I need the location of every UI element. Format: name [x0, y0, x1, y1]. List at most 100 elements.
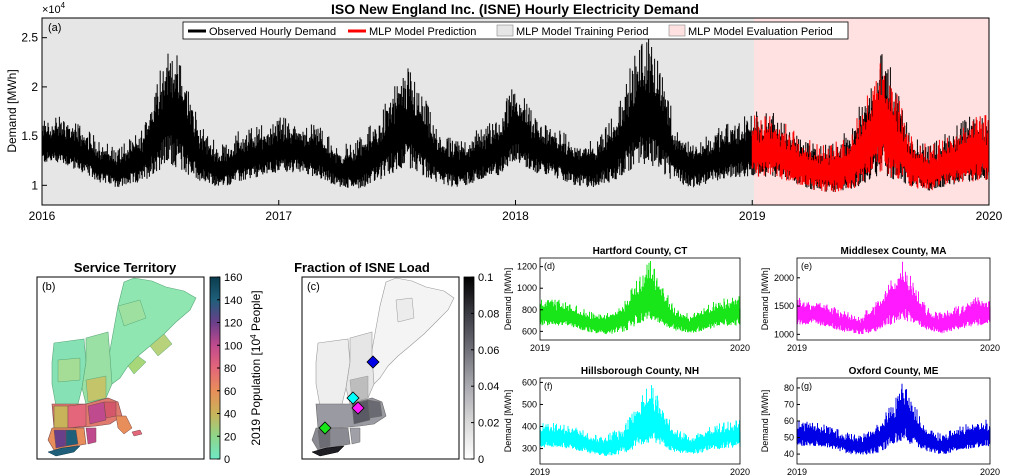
- y-tick-label: 300: [522, 444, 537, 454]
- legend-label-observed: Observed Hourly Demand: [209, 26, 336, 38]
- x-tick-label: 2018: [502, 209, 529, 223]
- long-island-fragment: [47, 445, 81, 457]
- y-tick-label: 1200: [517, 262, 537, 272]
- panel-c-label: (c): [307, 281, 320, 293]
- middlesex-county-ma-demand-series: [796, 261, 991, 335]
- colorbar-tick-label: 100: [224, 340, 242, 352]
- oxford-county-me-title: Oxford County, ME: [849, 366, 939, 377]
- hillsborough-county-nh-panel: Hillsborough County, NH (f) Demand [MWh] 30…: [503, 366, 750, 476]
- colorbar-tick-label: 0.02: [478, 418, 499, 430]
- colorbar-tick-label: 20: [224, 431, 236, 443]
- y-tick-label: 60: [784, 416, 794, 426]
- colorbar-tick-label: 80: [224, 363, 236, 375]
- hartford-county-ct-panel: Hartford County, CT (d) Demand [MWh] 600 800…: [503, 246, 750, 353]
- middlesex-county-marker: [351, 401, 365, 415]
- hillsborough-county-nh-demand-series: [539, 385, 741, 456]
- county-demand-panels: Hartford County, CT (d) Demand [MWh] 600 800…: [503, 246, 1000, 476]
- colorbar-tick-label: 40: [224, 409, 236, 421]
- y-tick-label: 400: [522, 422, 537, 432]
- service-map-title: Service Territory: [74, 260, 177, 275]
- y-tick-label: 70: [784, 399, 794, 409]
- mlp-prediction-series: [751, 63, 989, 192]
- y-tick-label: 1: [31, 178, 38, 192]
- y-tick-label: 1500: [774, 301, 794, 311]
- rhode-island-region: [85, 427, 97, 445]
- y-tick-label: 2000: [774, 273, 794, 283]
- y-tick-label: 80: [784, 383, 794, 393]
- hillsborough-county-marker: [346, 391, 360, 405]
- colorbar-tick-label: 0: [478, 454, 484, 466]
- hartford-county-marker: [318, 421, 332, 435]
- x-tick-label: 2019: [787, 343, 807, 353]
- y-exponent-label: ×104: [42, 1, 66, 16]
- colorbar-tick-label: 60: [224, 386, 236, 398]
- colorbar-tick-label: 0: [224, 454, 230, 466]
- population-colorbar: 0 20 40 60 80 100 120 140 160: [209, 272, 242, 466]
- x-tick-label: 2020: [976, 209, 1003, 223]
- main-y-axis-label: Demand [MWh]: [5, 69, 19, 152]
- legend-label-evaluation: MLP Model Evaluation Period: [688, 26, 833, 38]
- y-tick-label: 800: [522, 305, 537, 315]
- isne-load-fraction-map: Fraction of ISNE Load (c) 00.020.040.060…: [294, 260, 499, 466]
- main-demand-chart: 2016 2017 2018 2019 2020 1 1.5 2 2.5 ISO New Eng…: [5, 1, 1003, 223]
- service-territory-map: Service Territory: [36, 260, 263, 466]
- x-tick-label: 2019: [530, 467, 550, 476]
- oxford-county-me-demand-series: [796, 383, 991, 455]
- oxford-county-me-y-axis-label: Demand [MWh]: [760, 390, 770, 453]
- long-island-load-fragment: [311, 445, 345, 457]
- colorbar-tick-label: 140: [224, 295, 242, 307]
- colorbar-tick-label: 0.1: [478, 272, 493, 284]
- y-tick-label: 2: [31, 80, 38, 94]
- legend-label-training: MLP Model Training Period: [516, 26, 648, 38]
- colorbar-tick-label: 120: [224, 318, 242, 330]
- x-tick-label: 2016: [29, 209, 56, 223]
- panel-a-label: (a): [48, 22, 61, 34]
- y-tick-label: 1000: [774, 329, 794, 339]
- y-tick-label: 1.5: [21, 129, 38, 143]
- population-colorbar-label: 2019 Population [104 People]: [249, 290, 263, 445]
- x-tick-label: 2020: [730, 343, 750, 353]
- legend-swatch-training: [496, 24, 514, 37]
- y-tick-label: 600: [522, 326, 537, 336]
- x-tick-label: 2020: [980, 343, 1000, 353]
- x-tick-label: 2017: [265, 209, 292, 223]
- y-tick-label: 40: [784, 449, 794, 459]
- main-legend: Observed Hourly Demand MLP Model Predict…: [182, 21, 849, 40]
- oxford-county-me-panel-label: (g): [801, 381, 812, 391]
- x-tick-label: 2019: [739, 209, 766, 223]
- y-tick-label: 500: [522, 399, 537, 409]
- middlesex-county-ma-panel-label: (e): [801, 261, 812, 271]
- hartford-county-ct-panel-label: (d): [544, 261, 555, 271]
- middlesex-county-ma-panel: Middlesex County, MA (e) Demand [MWh] 1000 1…: [760, 246, 1000, 353]
- y-tick-label: 600: [522, 377, 537, 387]
- legend-label-prediction: MLP Model Prediction: [369, 26, 476, 38]
- load-fraction-colorbar: 0 0.02 0.04 0.06 0.08 0.1: [463, 272, 499, 466]
- middlesex-county-ma-frame: [796, 257, 991, 341]
- oxford-county-marker: [366, 355, 380, 369]
- load-map-title: Fraction of ISNE Load: [294, 260, 430, 275]
- hillsborough-county-nh-y-axis-label: Demand [MWh]: [503, 390, 513, 453]
- new-england-map-load: [311, 277, 455, 457]
- x-tick-label: 2020: [730, 467, 750, 476]
- colorbar-tick-label: 0.06: [478, 345, 499, 357]
- legend-swatch-evaluation: [668, 24, 686, 37]
- colorbar-tick-label: 0.04: [478, 381, 499, 393]
- hartford-county-ct-frame: [539, 257, 741, 341]
- middlesex-county-ma-y-axis-label: Demand [MWh]: [760, 268, 770, 331]
- hillsborough-county-nh-title: Hillsborough County, NH: [581, 366, 699, 377]
- hillsborough-county-nh-frame: [539, 377, 741, 465]
- hartford-county-ct-title: Hartford County, CT: [593, 246, 688, 257]
- x-tick-label: 2020: [980, 467, 1000, 476]
- new-england-map-population: [47, 277, 197, 457]
- colorbar-tick-label: 160: [224, 272, 242, 284]
- y-tick-label: 2.5: [21, 31, 38, 45]
- colorbar-tick-label: 0.08: [478, 308, 499, 320]
- oxford-county-me-panel: Oxford County, ME (g) Demand [MWh] 40 50 60 70…: [760, 366, 1000, 476]
- y-tick-label: 50: [784, 433, 794, 443]
- hillsborough-county-nh-panel-label: (f): [544, 381, 553, 391]
- hartford-county-ct-demand-series: [539, 261, 741, 335]
- panel-b-label: (b): [42, 281, 55, 293]
- hartford-county-ct-y-axis-label: Demand [MWh]: [503, 268, 513, 331]
- load-colorbar-gradient: [463, 276, 475, 460]
